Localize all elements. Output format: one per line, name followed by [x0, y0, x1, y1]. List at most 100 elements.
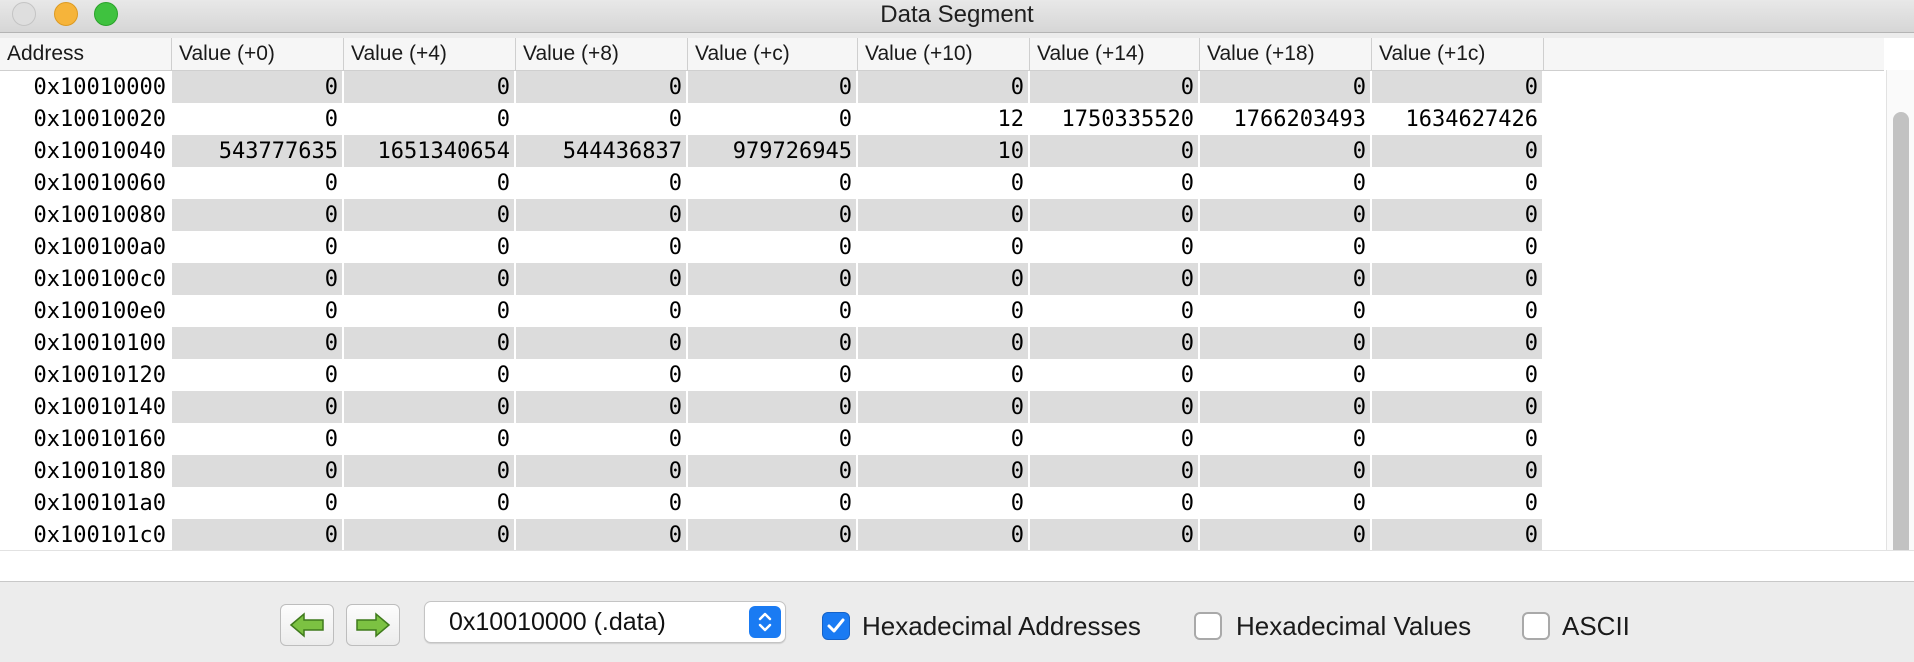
value-cell[interactable]: 0: [858, 199, 1030, 231]
value-cell[interactable]: 0: [516, 391, 688, 423]
value-cell[interactable]: 0: [1372, 263, 1544, 295]
value-cell[interactable]: 0: [1372, 487, 1544, 519]
table-row[interactable]: 0x10010100 0 0 0 0 0 0 0 0: [0, 327, 1884, 359]
table-row[interactable]: 0x100100e0 0 0 0 0 0 0 0 0: [0, 295, 1884, 327]
value-cell[interactable]: 0: [688, 519, 858, 551]
value-cell[interactable]: 0: [172, 295, 344, 327]
value-cell[interactable]: 0: [344, 231, 516, 263]
value-cell[interactable]: 0: [1200, 423, 1372, 455]
value-cell[interactable]: 0: [858, 359, 1030, 391]
value-cell[interactable]: 0: [688, 487, 858, 519]
value-cell[interactable]: 0: [1200, 359, 1372, 391]
value-cell[interactable]: 0: [1200, 167, 1372, 199]
value-cell[interactable]: 0: [172, 359, 344, 391]
column-header-value-c[interactable]: Value (+c): [688, 38, 858, 70]
value-cell[interactable]: 0: [1030, 487, 1200, 519]
table-row[interactable]: 0x100100a0 0 0 0 0 0 0 0 0: [0, 231, 1884, 263]
value-cell[interactable]: 0: [1200, 231, 1372, 263]
hex-values-checkbox[interactable]: [1194, 612, 1222, 640]
scrollbar-thumb[interactable]: [1893, 112, 1909, 562]
value-cell[interactable]: 0: [344, 103, 516, 135]
close-window-button[interactable]: [12, 2, 36, 26]
value-cell[interactable]: 0: [1030, 455, 1200, 487]
table-row[interactable]: 0x100100c0 0 0 0 0 0 0 0 0: [0, 263, 1884, 295]
value-cell[interactable]: 0: [858, 231, 1030, 263]
value-cell[interactable]: 0: [688, 167, 858, 199]
value-cell[interactable]: 0: [688, 359, 858, 391]
table-row[interactable]: 0x100101a0 0 0 0 0 0 0 0 0: [0, 487, 1884, 519]
column-header-value-8[interactable]: Value (+8): [516, 38, 688, 70]
hex-values-label[interactable]: Hexadecimal Values: [1236, 611, 1472, 641]
value-cell[interactable]: 0: [344, 199, 516, 231]
value-cell[interactable]: 0: [516, 295, 688, 327]
table-row[interactable]: 0x10010120 0 0 0 0 0 0 0 0: [0, 359, 1884, 391]
value-cell[interactable]: 0: [1200, 199, 1372, 231]
value-cell[interactable]: 0: [516, 263, 688, 295]
value-cell[interactable]: 0: [688, 71, 858, 103]
value-cell[interactable]: 0: [1030, 519, 1200, 551]
value-cell[interactable]: 0: [1030, 295, 1200, 327]
value-cell[interactable]: 0: [344, 519, 516, 551]
segment-select[interactable]: 0x10010000 (.data): [424, 601, 786, 643]
value-cell[interactable]: 544436837: [516, 135, 688, 167]
value-cell[interactable]: 0: [1372, 391, 1544, 423]
column-header-value-1c[interactable]: Value (+1c): [1372, 38, 1544, 70]
value-cell[interactable]: 0: [344, 487, 516, 519]
value-cell[interactable]: 0: [1200, 135, 1372, 167]
value-cell[interactable]: 0: [1030, 231, 1200, 263]
value-cell[interactable]: 0: [858, 327, 1030, 359]
value-cell[interactable]: 12: [858, 103, 1030, 135]
value-cell[interactable]: 0: [688, 295, 858, 327]
hex-addresses-label[interactable]: Hexadecimal Addresses: [862, 611, 1141, 641]
value-cell[interactable]: 0: [516, 519, 688, 551]
value-cell[interactable]: 0: [172, 231, 344, 263]
value-cell[interactable]: 0: [516, 487, 688, 519]
zoom-window-button[interactable]: [94, 2, 118, 26]
value-cell[interactable]: 0: [1200, 327, 1372, 359]
value-cell[interactable]: 0: [172, 487, 344, 519]
value-cell[interactable]: 0: [344, 455, 516, 487]
value-cell[interactable]: 0: [344, 263, 516, 295]
value-cell[interactable]: 0: [516, 327, 688, 359]
value-cell[interactable]: 0: [688, 263, 858, 295]
vertical-scrollbar[interactable]: [1886, 70, 1914, 562]
table-row[interactable]: 0x10010080 0 0 0 0 0 0 0 0: [0, 199, 1884, 231]
table-row[interactable]: 0x10010160 0 0 0 0 0 0 0 0: [0, 423, 1884, 455]
value-cell[interactable]: 0: [1200, 71, 1372, 103]
value-cell[interactable]: 0: [1030, 359, 1200, 391]
value-cell[interactable]: 0: [688, 391, 858, 423]
value-cell[interactable]: 0: [688, 455, 858, 487]
value-cell[interactable]: 0: [858, 71, 1030, 103]
value-cell[interactable]: 0: [858, 167, 1030, 199]
value-cell[interactable]: 0: [172, 327, 344, 359]
value-cell[interactable]: 0: [516, 423, 688, 455]
value-cell[interactable]: 0: [516, 71, 688, 103]
column-header-value-14[interactable]: Value (+14): [1030, 38, 1200, 70]
hex-addresses-checkbox[interactable]: [822, 612, 850, 640]
value-cell[interactable]: 10: [858, 135, 1030, 167]
value-cell[interactable]: 0: [1372, 455, 1544, 487]
value-cell[interactable]: 1651340654: [344, 135, 516, 167]
value-cell[interactable]: 0: [172, 519, 344, 551]
value-cell[interactable]: 0: [688, 199, 858, 231]
value-cell[interactable]: 0: [172, 455, 344, 487]
value-cell[interactable]: 1750335520: [1030, 103, 1200, 135]
column-header-value-0[interactable]: Value (+0): [172, 38, 344, 70]
value-cell[interactable]: 0: [858, 423, 1030, 455]
value-cell[interactable]: 0: [688, 423, 858, 455]
value-cell[interactable]: 0: [516, 167, 688, 199]
value-cell[interactable]: 0: [172, 103, 344, 135]
table-row[interactable]: 0x100101c0 0 0 0 0 0 0 0 0: [0, 519, 1884, 551]
value-cell[interactable]: 0: [1372, 167, 1544, 199]
table-row[interactable]: 0x10010020 0 0 0 0 12 1750335520 1766203493 1634…: [0, 103, 1884, 135]
value-cell[interactable]: 0: [172, 391, 344, 423]
value-cell[interactable]: 0: [1372, 327, 1544, 359]
value-cell[interactable]: 0: [344, 71, 516, 103]
value-cell[interactable]: 0: [1030, 391, 1200, 423]
value-cell[interactable]: 0: [516, 359, 688, 391]
value-cell[interactable]: 0: [1372, 135, 1544, 167]
value-cell[interactable]: 0: [1200, 263, 1372, 295]
value-cell[interactable]: 0: [688, 103, 858, 135]
next-segment-button[interactable]: [346, 604, 400, 646]
column-header-value-4[interactable]: Value (+4): [344, 38, 516, 70]
